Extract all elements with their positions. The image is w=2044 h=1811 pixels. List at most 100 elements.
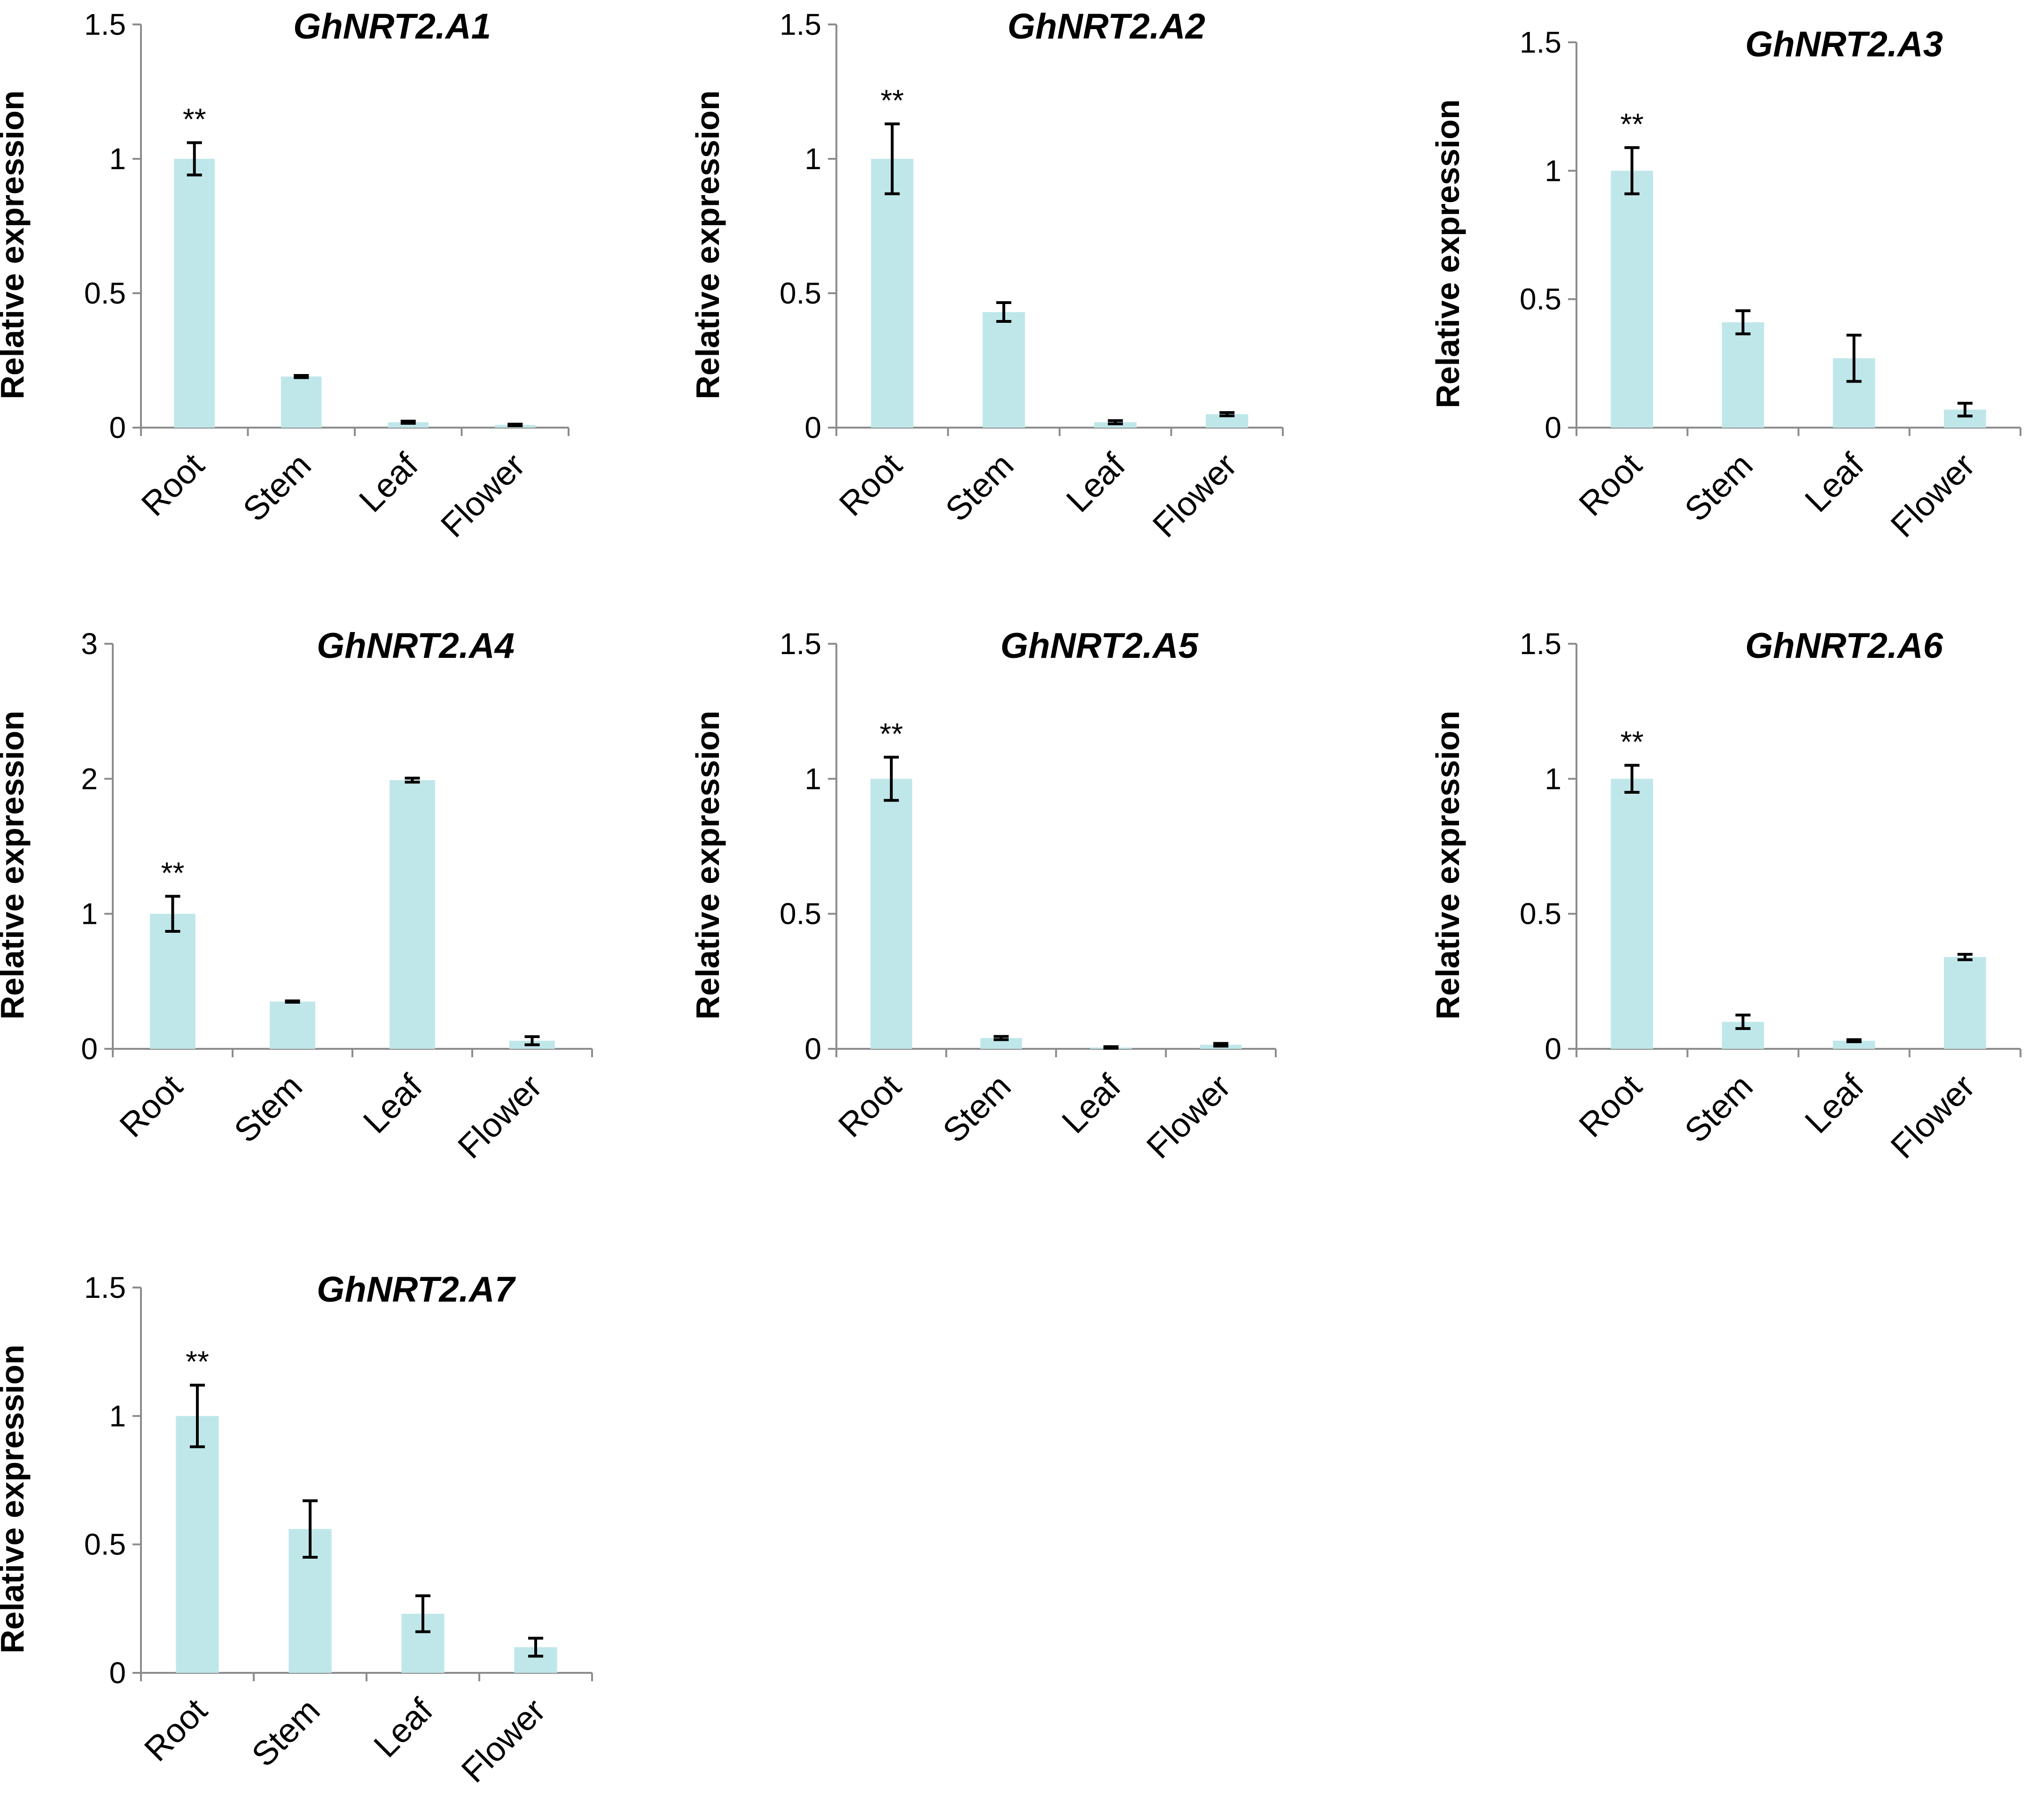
- y-tick-label: 0.5: [84, 276, 126, 310]
- y-axis-label: Relative expression: [0, 90, 31, 399]
- category-label-root: Root: [832, 446, 909, 523]
- category-label-flower: Flower: [1139, 1068, 1238, 1166]
- bar-root: [1611, 779, 1654, 1049]
- significance-marker: **: [881, 84, 904, 117]
- category-label-root: Root: [134, 446, 211, 523]
- category-label-leaf: Leaf: [1798, 446, 1871, 519]
- y-axis-label: Relative expression: [689, 90, 726, 399]
- y-tick-label: 1: [804, 762, 821, 796]
- y-tick-label: 0.5: [84, 1528, 126, 1561]
- chart-panel-1: 0 0.5 1 1.5 Root Stem Leaf Flower ** GhNRT2.A1 Rel…: [0, 7, 570, 545]
- category-label-root: Root: [113, 1068, 190, 1145]
- category-label-leaf: Leaf: [352, 446, 425, 519]
- bar-stem: [270, 1001, 315, 1049]
- category-label-root: Root: [1572, 1068, 1649, 1145]
- category-label-leaf: Leaf: [367, 1691, 440, 1764]
- y-tick-label: 1.5: [84, 1271, 126, 1304]
- category-label-leaf: Leaf: [1059, 446, 1132, 519]
- chart-title: GhNRT2.A2: [1007, 7, 1205, 47]
- bar-root: [176, 1416, 219, 1673]
- category-label-stem: Stem: [227, 1068, 309, 1150]
- category-label-stem: Stem: [1677, 446, 1760, 529]
- chart-title: GhNRT2.A6: [1745, 626, 1943, 666]
- category-label-stem: Stem: [245, 1692, 327, 1774]
- y-tick-label: 1: [1545, 762, 1561, 796]
- category-label-flower: Flower: [1884, 446, 1982, 545]
- bar-leaf: [390, 780, 435, 1049]
- category-label-stem: Stem: [936, 1068, 1018, 1150]
- category-label-flower: Flower: [451, 1068, 549, 1166]
- y-tick-label: 1: [109, 142, 126, 176]
- y-tick-label: 1: [804, 142, 821, 176]
- y-tick-label: 0.5: [780, 276, 821, 310]
- bar-root: [174, 159, 215, 428]
- significance-marker: **: [186, 1345, 209, 1379]
- y-axis-label: Relative expression: [1429, 99, 1466, 408]
- bar-stem: [281, 376, 322, 428]
- y-axis-label: Relative expression: [0, 1344, 31, 1654]
- y-axis-label: Relative expression: [1429, 710, 1466, 1020]
- y-axis-label: Relative expression: [689, 710, 726, 1020]
- category-label-stem: Stem: [236, 446, 318, 529]
- y-tick-label: 2: [81, 762, 98, 796]
- category-label-leaf: Leaf: [1055, 1067, 1128, 1140]
- category-label-stem: Stem: [1677, 1068, 1760, 1150]
- y-tick-label: 1: [81, 897, 98, 931]
- bar-root: [871, 159, 913, 428]
- chart-title: GhNRT2.A7: [317, 1270, 516, 1310]
- category-label-root: Root: [1572, 446, 1649, 523]
- y-tick-label: 1: [1545, 154, 1561, 187]
- y-tick-label: 0.5: [780, 897, 821, 931]
- y-axis-label: Relative expression: [0, 710, 31, 1020]
- chart-panel-3: 0 0.5 1 1.5 Root Stem Leaf Flower ** GhNRT2.A3 Rel…: [1429, 24, 2021, 545]
- y-tick-label: 0: [109, 1656, 126, 1690]
- y-tick-label: 0: [1545, 1032, 1561, 1066]
- chart-title: GhNRT2.A5: [1000, 626, 1199, 666]
- bar-leaf: [388, 422, 429, 428]
- y-tick-label: 0: [81, 1032, 98, 1066]
- y-tick-label: 0: [109, 411, 126, 445]
- bar-root: [150, 913, 195, 1049]
- y-tick-label: 1.5: [780, 8, 821, 41]
- bar-root: [1611, 171, 1654, 428]
- category-label-flower: Flower: [1884, 1068, 1982, 1166]
- y-tick-label: 0.5: [1520, 897, 1561, 931]
- chart-panel-6: 0 0.5 1 1.5 Root Stem Leaf Flower ** GhNRT2.A6 Rel…: [1429, 626, 2021, 1166]
- y-tick-label: 0.5: [1520, 282, 1561, 316]
- significance-marker: **: [880, 717, 903, 750]
- category-label-flower: Flower: [1146, 446, 1244, 545]
- bar-leaf: [1833, 1040, 1875, 1049]
- category-label-root: Root: [137, 1692, 214, 1769]
- y-tick-label: 1.5: [1520, 627, 1561, 661]
- category-label-leaf: Leaf: [1798, 1067, 1871, 1140]
- bar-stem: [1722, 322, 1764, 428]
- category-label-leaf: Leaf: [356, 1067, 429, 1140]
- bar-flower: [1943, 957, 1986, 1049]
- chart-panel-2: 0 0.5 1 1.5 Root Stem Leaf Flower ** GhNRT2.A2 Rel…: [689, 7, 1284, 545]
- chart-title: GhNRT2.A3: [1745, 24, 1943, 64]
- y-tick-label: 1.5: [1520, 25, 1561, 59]
- y-tick-label: 3: [81, 627, 98, 661]
- y-tick-label: 0: [804, 411, 821, 445]
- significance-marker: **: [161, 856, 185, 890]
- chart-title: GhNRT2.A4: [317, 626, 515, 666]
- y-tick-label: 0: [804, 1032, 821, 1066]
- bar-root: [870, 779, 913, 1049]
- y-tick-label: 0: [1545, 411, 1561, 445]
- y-tick-label: 1.5: [780, 627, 821, 661]
- bar-stem: [980, 1038, 1022, 1049]
- category-label-flower: Flower: [454, 1692, 553, 1790]
- significance-marker: **: [183, 102, 206, 136]
- chart-panel-5: 0 0.5 1 1.5 Root Stem Leaf Flower ** GhNRT2.A5 Rel…: [689, 626, 1277, 1166]
- significance-marker: **: [1620, 725, 1644, 759]
- chart-title: GhNRT2.A1: [293, 7, 491, 47]
- significance-marker: **: [1620, 107, 1644, 141]
- category-label-flower: Flower: [434, 446, 532, 545]
- category-label-root: Root: [831, 1068, 908, 1145]
- chart-panel-4: 0 1 2 3 Root Stem Leaf Flower ** GhNRT2.A4 Relativ…: [0, 626, 593, 1166]
- bar-stem: [983, 312, 1025, 428]
- y-tick-label: 1.5: [84, 8, 126, 41]
- category-label-stem: Stem: [938, 446, 1021, 529]
- y-tick-label: 1: [109, 1399, 126, 1433]
